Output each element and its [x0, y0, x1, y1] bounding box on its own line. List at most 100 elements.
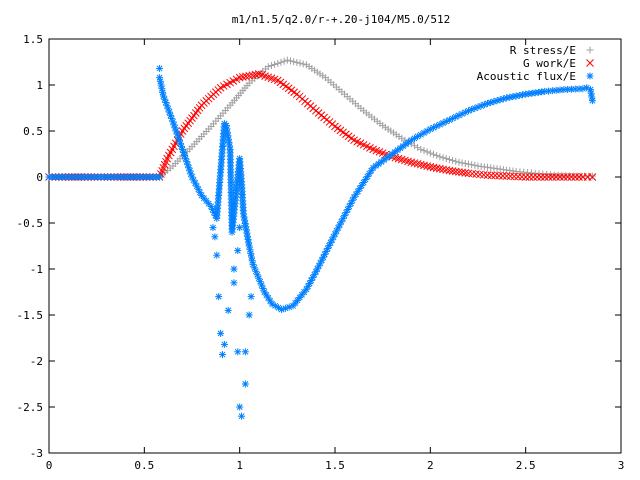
data-point — [277, 58, 285, 66]
data-point — [224, 306, 232, 314]
data-point — [321, 250, 329, 258]
data-point — [420, 161, 428, 170]
data-point — [410, 134, 418, 142]
data-point — [429, 163, 438, 172]
data-point — [230, 279, 238, 287]
y-tick-label: -1 — [30, 263, 43, 276]
data-point — [495, 171, 503, 180]
data-point — [588, 173, 597, 181]
data-point — [290, 58, 298, 66]
data-point — [280, 57, 288, 65]
data-point — [238, 73, 247, 81]
data-point — [410, 159, 419, 167]
legend-label: R stress/E — [510, 44, 576, 57]
data-point — [414, 144, 422, 152]
y-axis: 1.5 1 0.5 0 -0.5 -1 -1.5 -2 -2.5 -3 — [17, 33, 621, 460]
data-point — [405, 138, 413, 146]
data-point — [274, 59, 282, 67]
data-point — [341, 212, 349, 220]
data-point — [567, 173, 576, 181]
data-point — [241, 348, 249, 356]
data-point — [479, 170, 488, 179]
data-point — [588, 172, 596, 180]
x-tick-label: 1.5 — [325, 459, 345, 472]
data-point — [449, 156, 457, 164]
data-point — [247, 293, 255, 301]
data-point — [442, 166, 451, 174]
x-tick-label: 1 — [236, 459, 243, 472]
y-tick-label: 1.5 — [23, 33, 43, 46]
data-point — [242, 72, 250, 81]
x-tick-label: 2.5 — [516, 459, 536, 472]
y-tick-label: -3 — [30, 447, 43, 460]
data-point — [455, 158, 463, 166]
legend-marker — [586, 59, 594, 67]
data-point — [575, 173, 583, 181]
legend-marker — [586, 72, 594, 80]
data-point — [517, 172, 526, 181]
data-point — [213, 251, 221, 259]
data-point — [287, 57, 295, 65]
data-point — [552, 173, 561, 181]
x-tick-label: 2 — [427, 459, 434, 472]
data-point — [464, 160, 472, 168]
data-point — [219, 351, 227, 359]
data-point — [445, 156, 453, 164]
data-point — [544, 173, 553, 181]
data-point — [587, 89, 595, 97]
legend-marker — [586, 46, 594, 54]
data-point — [299, 60, 307, 68]
data-point — [471, 104, 479, 112]
y-tick-label: -2 — [30, 355, 43, 368]
data-point — [506, 172, 515, 181]
data-point — [430, 150, 438, 158]
data-point — [285, 303, 293, 311]
data-point — [571, 173, 580, 181]
data-point — [476, 170, 484, 179]
data-point — [498, 172, 507, 180]
data-point — [548, 173, 557, 181]
chart-title: m1/n1.5/q2.0/r-+.20-j104/M5.0/512 — [232, 13, 451, 26]
legend-label: Acoustic flux/E — [477, 70, 576, 83]
data-point — [529, 173, 538, 181]
data-point — [477, 102, 485, 110]
y-tick-label: -2.5 — [17, 401, 44, 414]
series-1 — [45, 70, 597, 181]
data-point — [266, 297, 274, 305]
x-tick-label: 0 — [46, 459, 53, 472]
data-point — [451, 167, 460, 176]
data-point — [487, 171, 496, 180]
data-point — [521, 173, 530, 181]
data-point — [293, 58, 301, 66]
data-point — [458, 168, 466, 177]
data-point — [540, 173, 549, 181]
data-point — [452, 157, 460, 165]
y-tick-label: 0 — [36, 171, 43, 184]
data-point — [271, 60, 279, 68]
data-point — [209, 224, 217, 232]
data-point — [242, 226, 250, 234]
data-point — [491, 171, 500, 180]
data-point — [283, 56, 291, 64]
data-point — [506, 93, 514, 101]
x-axis: 0 0.5 1 1.5 2 2.5 3 — [46, 39, 625, 472]
data-point — [245, 311, 253, 319]
data-point — [245, 71, 254, 80]
data-point — [410, 142, 418, 150]
data-point — [337, 218, 345, 226]
data-point — [215, 293, 223, 301]
data-point — [416, 160, 425, 169]
y-tick-label: -0.5 — [17, 217, 44, 230]
data-point — [442, 117, 450, 125]
data-point — [347, 199, 355, 207]
data-point — [194, 185, 202, 193]
data-point — [417, 145, 425, 153]
data-point — [407, 158, 416, 167]
data-point — [235, 73, 244, 82]
data-point — [220, 340, 228, 348]
data-point — [426, 149, 434, 157]
data-point — [230, 265, 238, 273]
data-point — [156, 64, 164, 72]
x-tick-label: 3 — [618, 459, 625, 472]
